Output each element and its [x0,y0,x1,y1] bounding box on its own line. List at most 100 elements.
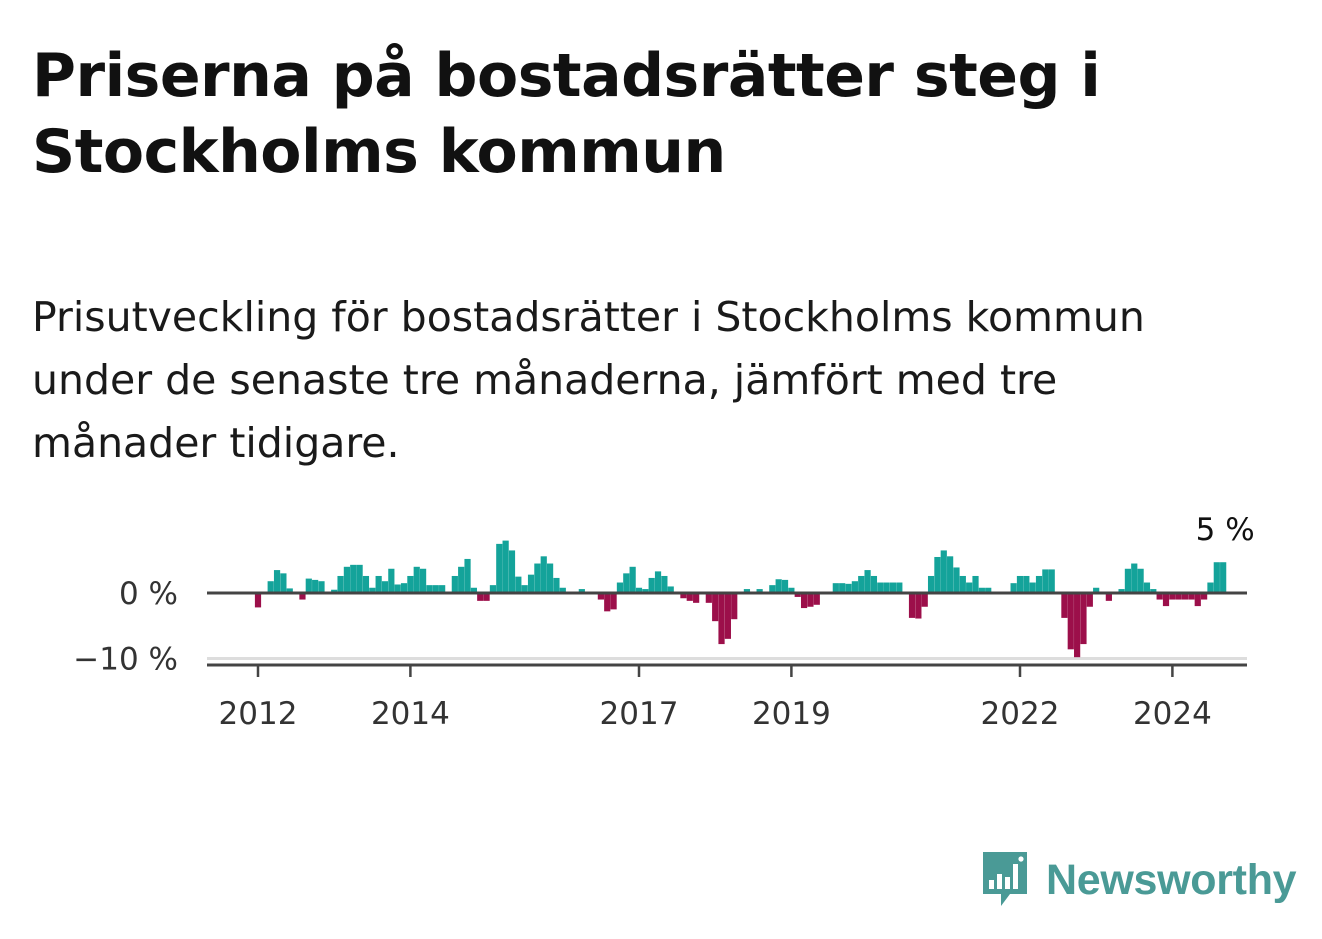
data-bar [413,566,420,593]
data-bar [705,593,712,603]
data-bar [807,593,814,607]
x-tick-label: 2012 [219,696,298,732]
data-bar [1042,569,1049,593]
data-bar [407,575,414,593]
data-bar [1181,593,1189,600]
data-bar [940,550,947,593]
data-bar [610,593,617,610]
data-bar [775,579,782,593]
data-bar [1137,568,1144,593]
data-bar [1175,593,1182,600]
data-bar [496,543,503,594]
data-bar [527,574,535,593]
data-bar [845,583,852,593]
data-bar [921,593,928,607]
data-bar [515,576,522,594]
data-bar [851,581,858,593]
data-bar [1061,593,1068,618]
data-bar [896,582,903,593]
data-bar [286,588,293,593]
data-bar [337,575,344,593]
data-bar [356,564,363,593]
data-bar [553,577,560,593]
data-bar [1016,575,1024,593]
data-bar [534,563,541,593]
data-bar [439,585,446,593]
data-bar [267,581,274,593]
axis-layer [207,591,1247,677]
data-bar [1023,575,1030,593]
data-bar [839,583,846,593]
data-bar [502,540,509,593]
data-bar [788,587,795,593]
data-bar [464,558,471,593]
data-bar [680,593,687,599]
data-bar [832,583,839,593]
data-bar [972,575,979,593]
data-bar [362,575,370,593]
data-bar [959,575,966,593]
data-bar [559,587,566,593]
data-bar [718,593,725,645]
data-bar [661,575,668,593]
x-tick-label: 2014 [371,696,450,732]
data-bar [642,589,649,593]
data-bar [375,575,382,593]
data-bar [1105,593,1112,601]
data-bar [1118,589,1125,593]
data-bar [1207,582,1214,593]
data-bar [934,556,941,593]
chart-title: Priserna på bostadsrätter steg i Stockho… [32,41,1101,187]
data-bar [756,589,763,593]
data-bar [1162,593,1170,607]
data-bar [985,587,992,593]
data-bar [1093,587,1100,593]
data-bar [1067,593,1074,650]
data-bar [858,575,865,593]
data-bar [299,593,306,600]
data-bar [813,593,820,605]
data-bar [521,585,528,593]
data-bar [654,571,662,593]
x-tick-label: 2017 [600,696,679,732]
data-bar [318,581,325,593]
bars-layer [254,540,1227,658]
data-bar [731,593,738,620]
data-bar [667,586,674,593]
data-bar [477,593,484,601]
data-bar [864,570,871,593]
labels-layer: 0 % −10 % 2012 2014 2017 2019 2022 2024 5 % [73,512,1254,732]
y-tick-label: 0 % [119,576,178,612]
data-bar [1143,582,1151,593]
x-tick-label: 2022 [981,696,1060,732]
x-tick-label: 2019 [752,696,831,732]
data-bar [1124,568,1132,593]
data-bar [1048,569,1055,593]
data-bar [889,582,897,593]
data-bar [927,575,935,593]
data-bar [1188,593,1195,600]
data-bar [635,587,643,593]
data-bar [254,593,262,608]
y-tick-label: −10 % [73,642,178,678]
data-bar [432,585,439,593]
data-bar [305,578,312,593]
data-bar [693,593,700,603]
data-bar [1220,562,1227,593]
data-bar [1086,593,1093,607]
data-bar [540,556,547,593]
newsworthy-logo-icon [983,852,1027,906]
data-bar [1194,593,1201,607]
data-bar [629,566,636,593]
data-bar [470,587,477,593]
data-bar [686,593,693,601]
brand-name: Newsworthy [1046,855,1297,904]
data-bar [343,566,350,593]
chart-subtitle: Prisutveckling för bostadsrätter i Stock… [32,293,1145,467]
data-bar [604,593,611,612]
data-bar [915,593,922,619]
data-bar [1080,593,1087,645]
data-bar [908,593,916,618]
data-bar [369,587,376,593]
data-bar [769,585,776,593]
